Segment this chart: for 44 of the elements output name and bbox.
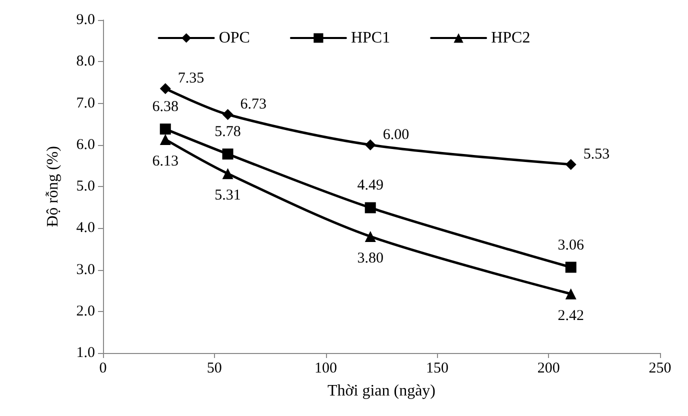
data-label: 6.13 xyxy=(152,153,179,170)
data-label: 3.06 xyxy=(558,237,585,254)
y-tick-label: 6.0 xyxy=(76,136,95,153)
point xyxy=(565,158,576,170)
y-tick-label: 2.0 xyxy=(76,303,95,320)
point xyxy=(364,230,376,242)
legend-label: HPC1 xyxy=(350,30,390,46)
data-label: 5.31 xyxy=(214,188,241,204)
y-tick-label: 5.0 xyxy=(76,178,95,194)
point xyxy=(160,124,171,135)
x-axis-title: Thời gian (ngày) xyxy=(328,382,436,400)
data-label: 4.49 xyxy=(357,178,384,194)
x-tick-label: 200 xyxy=(537,360,560,376)
data-label: 6.38 xyxy=(152,99,179,116)
data-label: 5.78 xyxy=(214,124,241,140)
y-tick-label: 9.0 xyxy=(76,12,95,28)
y-axis-title: Độ rỗng (%) xyxy=(44,146,62,227)
data-label: 7.35 xyxy=(178,70,204,87)
y-tick-label: 3.0 xyxy=(76,262,95,278)
x-tick-label: 250 xyxy=(648,360,672,376)
point xyxy=(565,288,576,300)
point xyxy=(222,148,234,160)
x-tick-label: 100 xyxy=(314,360,338,376)
data-label: 6.00 xyxy=(382,126,410,143)
point xyxy=(565,262,576,273)
x-tick-label: 50 xyxy=(206,360,222,376)
point xyxy=(364,139,376,150)
point xyxy=(160,134,171,145)
data-label: 6.73 xyxy=(240,96,267,112)
x-tick-label: 150 xyxy=(426,360,448,376)
x-tick-label: 0 xyxy=(99,360,107,376)
legend-label: HPC2 xyxy=(491,30,530,46)
point xyxy=(364,202,376,214)
data-label: 5.53 xyxy=(583,146,610,162)
y-tick-label: 8.0 xyxy=(76,54,95,70)
y-tick-label: 4.0 xyxy=(76,220,95,236)
data-label: 3.80 xyxy=(357,250,384,266)
legend-label: OPC xyxy=(218,30,250,46)
point xyxy=(160,83,171,94)
point xyxy=(222,168,234,180)
y-tick-label: 7.0 xyxy=(76,95,95,112)
y-tick-label: 1.0 xyxy=(76,345,95,361)
data-label: 2.42 xyxy=(558,308,584,324)
point xyxy=(222,108,234,120)
